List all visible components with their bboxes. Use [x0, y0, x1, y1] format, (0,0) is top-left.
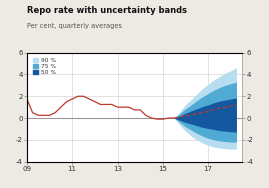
Text: Per cent, quarterly averages: Per cent, quarterly averages — [27, 23, 122, 29]
Text: Repo rate with uncertainty bands: Repo rate with uncertainty bands — [27, 6, 187, 15]
Legend: 90 %, 75 %, 50 %: 90 %, 75 %, 50 % — [32, 57, 57, 76]
